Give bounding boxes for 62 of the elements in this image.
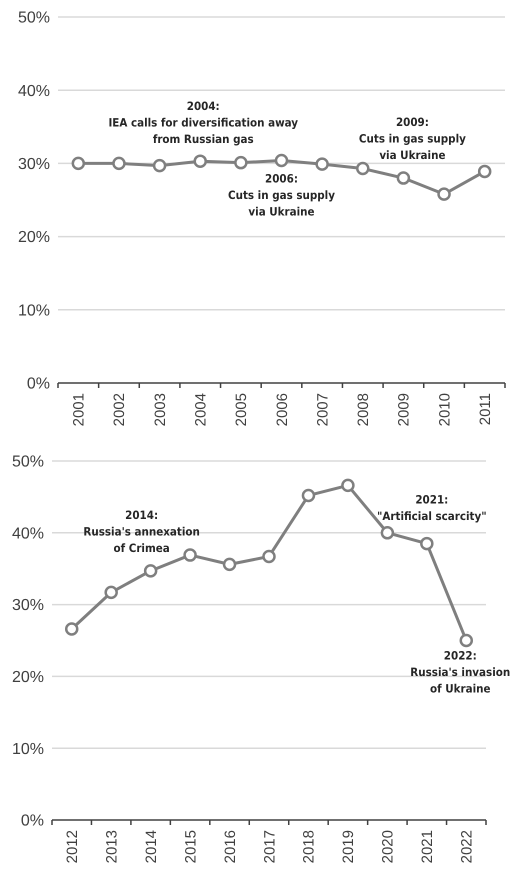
point [437, 187, 451, 201]
point [193, 154, 207, 168]
annotation: 2004: IEA calls for diversification away from Russian gas [108, 99, 298, 146]
point [144, 564, 158, 578]
x-tick-label: 2021 [419, 830, 436, 864]
x-tick-label: 2014 [142, 830, 160, 864]
point [183, 548, 197, 562]
point [112, 156, 126, 170]
x-tick-label: 2012 [64, 830, 81, 864]
x-tick-label: 2009 [396, 393, 413, 426]
annotation: 2006: Cuts in gas supply via Ukraine [228, 171, 336, 218]
annotation: 2009: Cuts in gas supply via Ukraine [358, 115, 466, 162]
y-tick-label: 30% [12, 597, 44, 614]
point [262, 550, 276, 564]
x-tick-label: 2006 [274, 393, 291, 426]
x-tick-label: 2017 [261, 830, 278, 864]
x-tick-label: 2011 [476, 393, 494, 426]
x-tick-label: 2001 [70, 393, 88, 426]
point [356, 162, 370, 176]
x-tick-label: 2004 [192, 393, 210, 426]
point [152, 158, 166, 172]
point [420, 536, 434, 550]
y-tick-label: 20% [12, 669, 44, 686]
y-tick-label: 0% [26, 376, 50, 393]
y-tick-label: 0% [20, 812, 44, 830]
x-tick-label: 2005 [233, 393, 250, 426]
point [302, 488, 316, 502]
x-tick-label: 2003 [152, 393, 169, 426]
annotation: 2022: Russia's invasion of Ukraine [410, 648, 510, 696]
y-tick-label: 50% [18, 10, 50, 27]
point [72, 156, 86, 170]
point [64, 622, 78, 636]
x-tick-label: 2020 [380, 830, 397, 864]
point [460, 634, 474, 648]
y-tick-label: 40% [18, 82, 50, 100]
annotation: 2014: Russia's annexation of Crimea [83, 508, 200, 555]
x-tick-label: 2008 [355, 393, 372, 426]
x-tick-label: 2010 [436, 393, 454, 426]
y-tick-label: 30% [18, 156, 50, 173]
point [341, 478, 355, 492]
point [274, 154, 288, 168]
y-tick-label: 50% [12, 454, 44, 471]
point [478, 164, 492, 178]
x-tick-label: 2007 [314, 393, 332, 426]
y-tick-label: 10% [18, 302, 50, 320]
point [380, 526, 394, 540]
y-tick-label: 40% [12, 525, 44, 542]
x-tick-label: 2016 [222, 830, 239, 864]
x-tick-label: 2013 [103, 830, 120, 864]
x-tick-label: 2002 [111, 393, 128, 426]
y-tick-label: 20% [18, 229, 50, 246]
y-tick-label: 10% [12, 740, 44, 758]
annotation: 2021: "Artificial scarcity" [377, 492, 487, 524]
x-tick-label: 2015 [182, 830, 200, 864]
point [104, 586, 118, 600]
point [396, 171, 410, 185]
x-tick-label: 2022 [458, 830, 476, 864]
point [222, 558, 236, 572]
x-tick-label: 2018 [300, 830, 318, 864]
point [315, 157, 329, 171]
x-tick-label: 2019 [340, 830, 358, 864]
point [234, 156, 248, 170]
